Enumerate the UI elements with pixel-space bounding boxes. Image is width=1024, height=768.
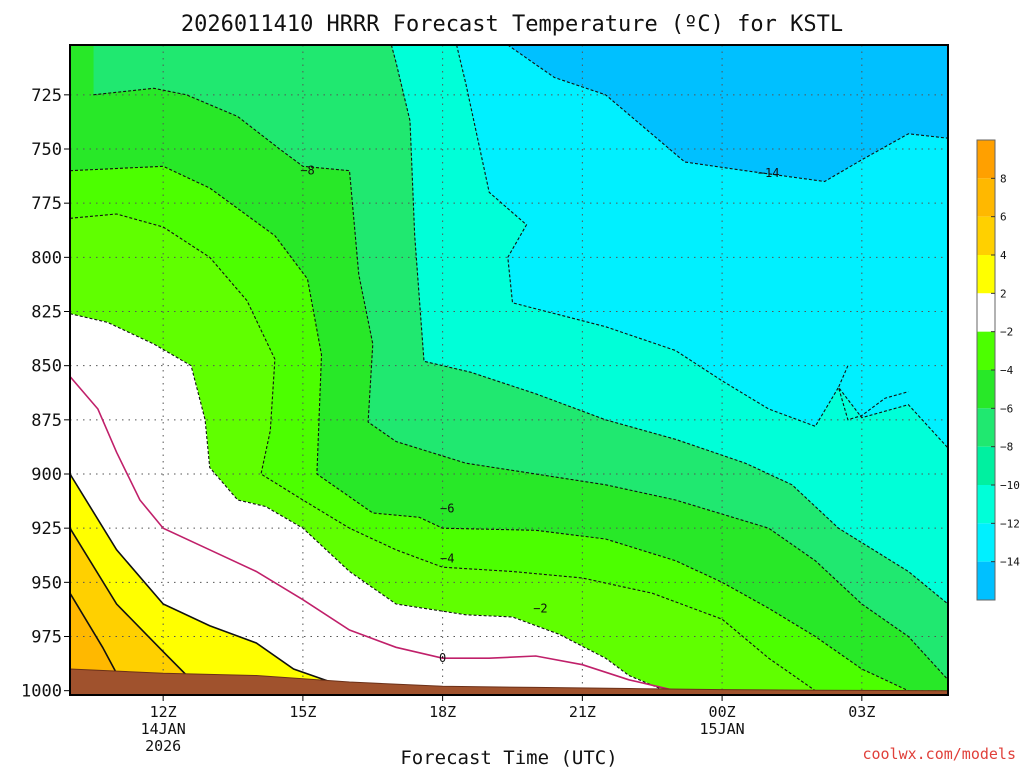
y-tick-label: 975 [31, 628, 62, 648]
colorbar-swatch [977, 255, 995, 294]
colorbar-swatch [977, 178, 995, 217]
y-tick-label: 775 [31, 194, 62, 214]
y-tick-label: 725 [31, 86, 62, 106]
contour-line--6 [70, 165, 909, 692]
y-tick-label: 875 [31, 411, 62, 431]
plot-frame [69, 44, 949, 696]
credit-text: coolwx.com/models [862, 745, 1016, 763]
x-tick-label: 15JAN [700, 720, 745, 738]
colorbar-tick-label: −6 [1000, 402, 1013, 415]
contour-label: −8 [300, 164, 314, 178]
x-tick-label: 00Z [709, 703, 736, 721]
plot-area: −8 −14 −6 −4 −2 0 [69, 44, 949, 696]
contour-line--12 [456, 45, 948, 449]
contour-label: −2 [533, 601, 547, 615]
contour-line--10 [390, 45, 948, 605]
contour-line--14 [507, 45, 948, 183]
temperature-fields [70, 45, 948, 695]
colorbar-tick-label: −2 [1000, 326, 1013, 339]
contour-line-6 [70, 592, 122, 683]
colorbar-tick-label: −8 [1000, 441, 1013, 454]
colorbar-tick-label: 2 [1000, 287, 1007, 300]
y-tick-label: 850 [31, 357, 62, 377]
y-axis: 725 750 775 800 825 850 875 900 925 950 975 1000 [21, 86, 70, 702]
colorbar-tick-label: 8 [1000, 172, 1007, 185]
contour-label: −4 [440, 552, 454, 566]
colorbar-swatch [977, 293, 995, 332]
contour-line--8 [93, 87, 948, 681]
y-tick-label: 1000 [21, 682, 62, 702]
colorbar-swatch [977, 561, 995, 600]
contour-line-0 [70, 375, 676, 692]
contour-line--4 [70, 213, 816, 692]
colorbar: 8 6 4 2 −2 −4 −6 −8 −10 −12 −14 [976, 139, 1020, 601]
terrain-ground [70, 668, 948, 695]
colorbar-tick-label: −12 [1000, 517, 1020, 530]
chart-title: 2026011410 HRRR Forecast Temperature (ºC… [181, 12, 843, 37]
colorbar-swatch [977, 485, 995, 524]
colorbar-swatch [977, 523, 995, 562]
contour-label: −14 [758, 166, 780, 180]
x-tick-label: 14JAN [141, 720, 186, 738]
grid-lines [70, 45, 948, 695]
colorbar-tick-label: −10 [1000, 479, 1020, 492]
y-tick-label: 800 [31, 248, 62, 268]
colorbar-tick-label: −4 [1000, 364, 1014, 377]
colorbar-swatch [977, 408, 995, 447]
y-tick-label: 950 [31, 573, 62, 593]
contour-line-2 [70, 473, 332, 683]
x-tick-label: 2026 [145, 737, 181, 755]
x-tick-label: 21Z [569, 703, 596, 721]
colorbar-tick-label: 4 [1000, 249, 1007, 262]
x-tick-label: 18Z [429, 703, 456, 721]
terrain-layer [70, 668, 948, 695]
y-tick-label: 925 [31, 519, 62, 539]
contour-label: 0 [439, 651, 446, 665]
colorbar-swatch [977, 331, 995, 370]
x-axis-label: Forecast Time (UTC) [400, 747, 617, 768]
contour-lines [70, 45, 948, 695]
colorbar-tick-label: −14 [1000, 556, 1020, 569]
x-tick-label: 15Z [289, 703, 316, 721]
colorbar-swatch [977, 370, 995, 409]
y-tick-label: 825 [31, 303, 62, 323]
y-tick-label: 750 [31, 140, 62, 160]
contour-line--2 [70, 313, 676, 695]
colorbar-tick-label: 6 [1000, 211, 1007, 224]
x-tick-label: 12Z [150, 703, 177, 721]
colorbar-swatch [977, 446, 995, 485]
contour-labels: −8 −14 −6 −4 −2 0 [300, 164, 780, 666]
x-tick-label: 03Z [848, 703, 875, 721]
y-tick-label: 900 [31, 465, 62, 485]
colorbar-swatch [977, 216, 995, 255]
colorbar-swatch [977, 140, 995, 179]
contour-label: −6 [440, 502, 454, 516]
